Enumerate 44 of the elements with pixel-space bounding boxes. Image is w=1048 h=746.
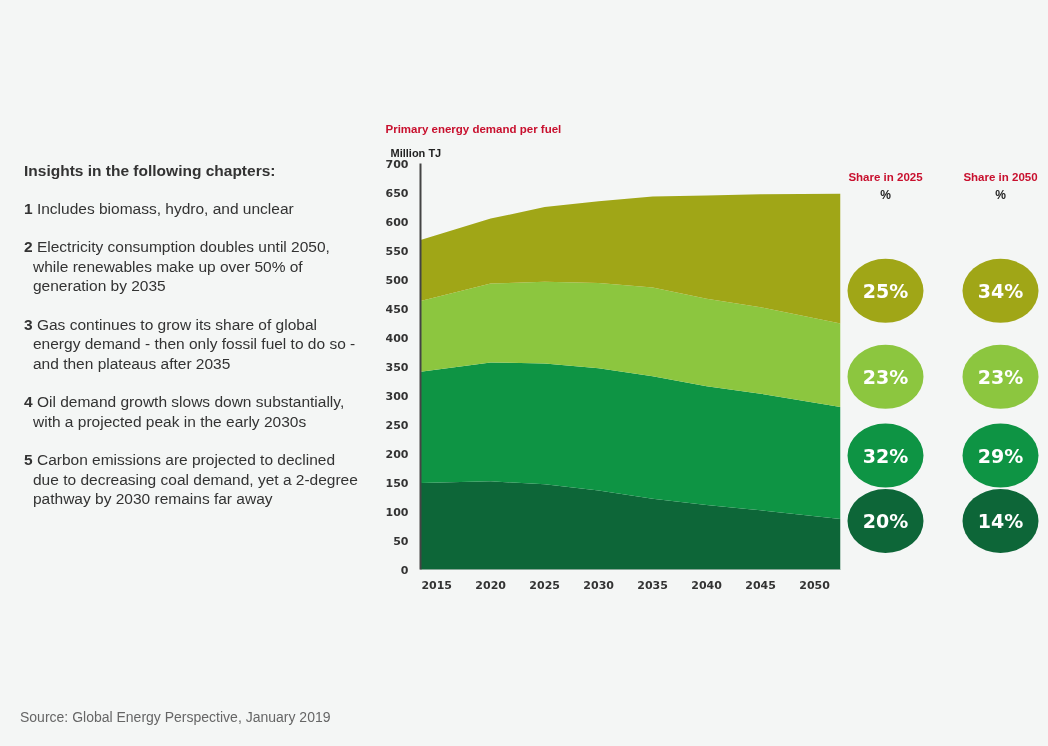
x-tick-label: 2035	[637, 578, 668, 592]
y-tick-label: 700	[385, 157, 409, 171]
text: %	[880, 187, 892, 202]
y-tick-label: 200	[385, 447, 409, 461]
text: %	[995, 187, 1007, 202]
y-tick-label: 350	[385, 360, 409, 374]
text: 14%	[977, 509, 1024, 532]
y-tick-label: 300	[385, 389, 409, 403]
text: Share in 2050	[963, 171, 1038, 184]
text: 1 Includes biomass, hydro, and unclear	[24, 198, 295, 218]
y-tick-label: 650	[385, 186, 409, 200]
x-tick-label: 2040	[691, 578, 723, 592]
text: 23%	[862, 365, 909, 388]
y-tick-label: 0	[400, 563, 409, 577]
y-tick-label: 400	[385, 331, 409, 345]
text: 34%	[977, 279, 1024, 302]
text: Insights in the following chapters:	[24, 161, 277, 181]
text: 25%	[862, 279, 909, 302]
text: Share in 2025	[848, 171, 924, 184]
text: 2 Electricity consumption doubles until 2050, while renewables make up over 50% of generation by 2035	[24, 237, 331, 296]
y-tick-label: 50	[393, 534, 409, 548]
x-tick-label: 2015	[421, 578, 453, 592]
text: 20%	[862, 509, 909, 532]
source-note: Source: Global Energy Perspective, January 2019	[20, 708, 331, 727]
y-tick-label: 250	[385, 418, 409, 432]
text: 4 Oil demand growth slows down substantially, with a projected peak in the early 2030s	[24, 392, 346, 431]
x-tick-label: 2050	[799, 578, 831, 592]
y-axis-title: Million TJ	[390, 146, 442, 159]
text: 23%	[977, 365, 1024, 388]
y-tick-label: 450	[385, 302, 409, 316]
y-tick-label: 550	[385, 244, 409, 258]
y-tick-label: 600	[385, 215, 409, 229]
x-tick-label: 2030	[583, 578, 615, 592]
text: 5 Carbon emissions are projected to declined due to decreasing coal demand, yet a 2-degree pathway by 2030 remains far away	[24, 450, 359, 509]
x-tick-label: 2045	[745, 578, 776, 592]
chart-title: Primary energy demand per fuel	[385, 122, 562, 135]
text: 3 Gas continues to grow its share of global energy demand - then only fossil fuel to do so - and then plateaus after 2035	[24, 314, 357, 373]
x-tick-label: 2020	[475, 578, 507, 592]
y-tick-label: 500	[385, 273, 409, 287]
x-tick-label: 2025	[529, 578, 560, 592]
y-tick-label: 100	[385, 505, 409, 519]
y-tick-label: 150	[385, 476, 409, 490]
text: 29%	[977, 444, 1024, 467]
text: 32%	[862, 444, 909, 467]
